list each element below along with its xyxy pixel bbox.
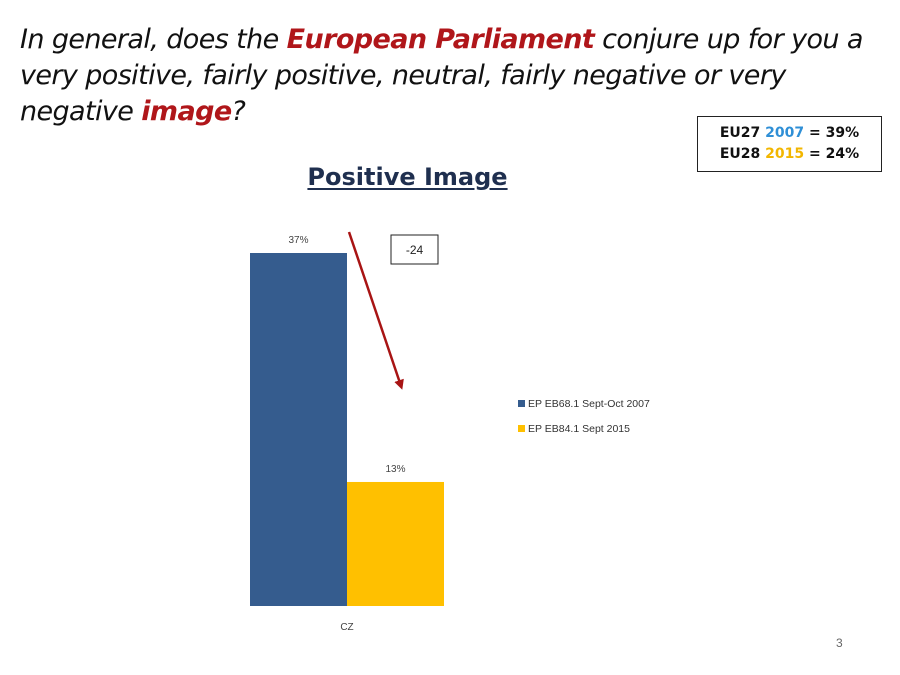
eu27-line: EU27 2007 = 39% xyxy=(698,123,881,144)
data-label-2007: 37% xyxy=(288,235,308,246)
eu28-label: EU28 xyxy=(719,146,766,162)
data-label-2015: 13% xyxy=(385,464,405,475)
eu28-year: 2015 xyxy=(765,146,805,162)
eu28-line: EU28 2015 = 24% xyxy=(698,144,881,165)
change-arrow xyxy=(347,231,404,390)
category-label: CZ xyxy=(340,622,353,633)
legend-swatch-2015 xyxy=(518,425,525,432)
eu27-year: 2007 xyxy=(765,125,805,141)
bar-2015 xyxy=(347,481,444,606)
question-text-3: ? xyxy=(231,96,246,127)
legend-swatch-2007 xyxy=(518,400,525,407)
bar-2007 xyxy=(250,253,347,606)
question-highlight-image: image xyxy=(141,96,232,127)
eu-average-box: EU27 2007 = 39% EU28 2015 = 24% xyxy=(697,116,882,172)
question-text-2: conjure up for you a very positive, fair… xyxy=(20,24,863,127)
eu28-value: = 24% xyxy=(804,146,860,162)
question-text-1: In general, does the xyxy=(20,24,287,55)
question-highlight-european-parliament: European Parliament xyxy=(286,24,595,55)
eu27-value: = 39% xyxy=(804,125,860,141)
legend-label-2015: EP EB84.1 Sept 2015 xyxy=(528,423,630,435)
eu27-label: EU27 xyxy=(719,125,766,141)
legend-label-2007: EP EB68.1 Sept-Oct 2007 xyxy=(528,398,650,410)
survey-question: In general, does the European Parliament… xyxy=(20,22,880,130)
change-box xyxy=(390,234,439,265)
chart-title: Positive Image xyxy=(307,163,508,191)
change-label: -24 xyxy=(406,243,424,257)
page-number: 3 xyxy=(836,636,843,650)
